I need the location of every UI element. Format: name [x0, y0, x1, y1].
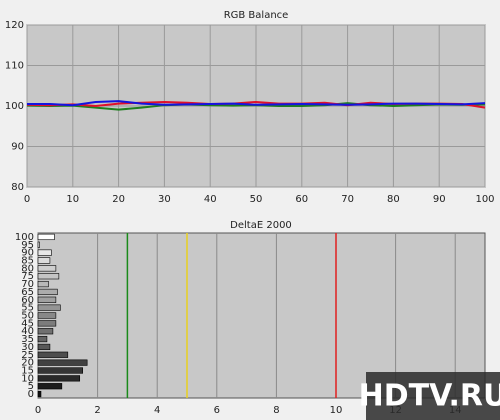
x-tick-label: 50 — [250, 194, 263, 205]
x-tick-label: 2 — [94, 405, 100, 416]
y-tick-label: 60 — [21, 295, 34, 306]
bar — [37, 257, 51, 264]
bar — [37, 249, 52, 256]
y-tick-label: 20 — [21, 358, 34, 369]
plot-area — [37, 232, 486, 399]
x-tick-label: 100 — [475, 194, 494, 205]
x-tick-label: 90 — [433, 194, 446, 205]
bar — [37, 351, 69, 358]
y-tick-label: 90 — [11, 142, 24, 153]
y-tick-label: 80 — [21, 263, 34, 274]
y-tick-label: 55 — [21, 303, 34, 314]
y-tick-label: 75 — [21, 271, 34, 282]
x-tick-label: 30 — [158, 194, 171, 205]
y-tick-label: 50 — [21, 311, 34, 322]
y-tick-label: 45 — [21, 318, 34, 329]
y-tick-label: 85 — [21, 256, 34, 267]
x-tick-label: 6 — [214, 405, 220, 416]
y-tick-label: 15 — [21, 366, 34, 377]
y-tick-label: 0 — [28, 389, 34, 400]
y-tick-label: 110 — [5, 61, 24, 72]
x-tick-label: 20 — [112, 194, 125, 205]
x-tick-label: 60 — [295, 194, 308, 205]
bar — [37, 320, 57, 327]
y-tick-label: 100 — [15, 232, 34, 243]
y-tick-label: 80 — [11, 182, 24, 193]
bar — [37, 233, 55, 241]
line-series — [27, 100, 486, 107]
y-tick-label: 25 — [21, 350, 34, 361]
x-tick-label: 10 — [330, 405, 343, 416]
y-tick-label: 65 — [21, 287, 34, 298]
y-tick-label: 100 — [5, 101, 24, 112]
bar — [37, 312, 57, 319]
x-tick-label: 80 — [387, 194, 400, 205]
bar — [37, 367, 84, 374]
bar — [37, 241, 40, 248]
bar — [37, 304, 61, 311]
y-tick-label: 90 — [21, 248, 34, 259]
bar — [37, 265, 57, 272]
bar — [37, 273, 60, 280]
bar — [37, 335, 48, 343]
chart-title: DeltaE 2000 — [230, 220, 292, 231]
bar — [37, 343, 51, 351]
watermark-box — [366, 372, 500, 420]
y-tick-label: 35 — [21, 334, 34, 345]
x-tick-label: 0 — [24, 194, 30, 205]
watermark: HDTV.RU — [359, 379, 500, 414]
bar — [37, 328, 54, 335]
bar — [37, 359, 88, 366]
x-tick-label: 0 — [35, 405, 41, 416]
y-tick-label: 95 — [21, 240, 34, 251]
x-tick-label: 8 — [273, 405, 279, 416]
x-tick-label: 4 — [154, 405, 160, 416]
y-tick-label: 70 — [21, 279, 34, 290]
y-tick-label: 10 — [21, 373, 34, 384]
bar — [37, 383, 63, 390]
x-tick-label: 10 — [66, 194, 79, 205]
x-tick-label: 40 — [204, 194, 217, 205]
bar — [37, 375, 81, 382]
bar — [37, 288, 58, 296]
bar — [37, 390, 42, 398]
bar — [37, 280, 49, 288]
y-tick-label: 30 — [21, 342, 34, 353]
y-tick-label: 40 — [21, 326, 34, 337]
bar — [37, 296, 57, 303]
y-tick-label: 120 — [5, 20, 24, 31]
chart-title: RGB Balance — [224, 10, 289, 21]
x-tick-label: 70 — [341, 194, 354, 205]
y-tick-label: 5 — [28, 381, 34, 392]
